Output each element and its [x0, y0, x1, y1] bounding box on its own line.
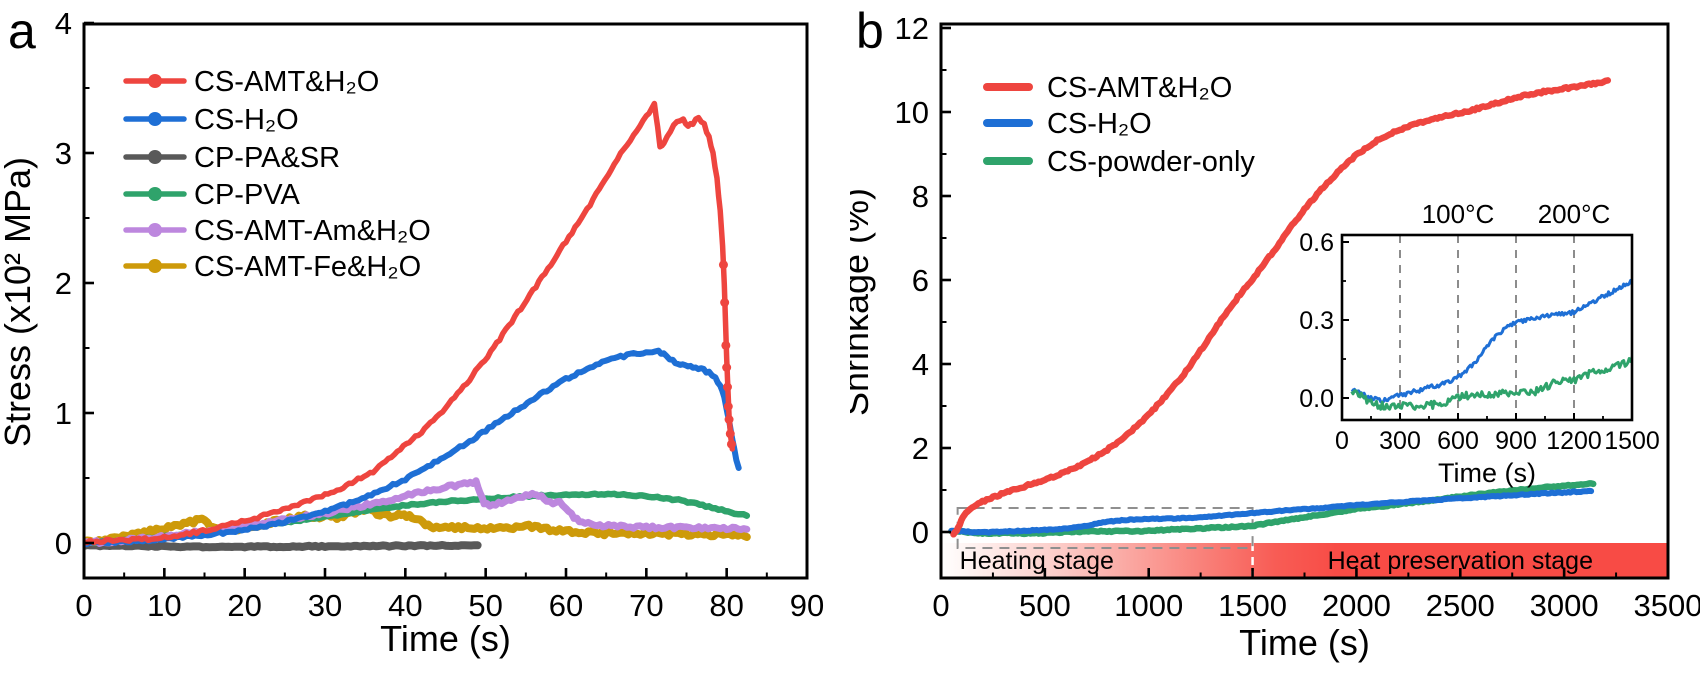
stage-bar-rect [941, 543, 1668, 577]
legend-label-cp-pva: CP-PVA [194, 179, 300, 211]
panel-a-series-group [84, 100, 751, 552]
y-tick-label: 2 [55, 266, 72, 301]
y-tick-label: 0 [912, 515, 929, 550]
x-tick-label: 40 [388, 588, 422, 623]
axis-frame [82, 22, 809, 580]
heating-stage-label: Heating stage [960, 547, 1114, 575]
panel-b-series-group [948, 77, 1612, 538]
x-tick-label: 10 [147, 588, 181, 623]
stage-bar: Heating stage Heat preservation stage [941, 543, 1668, 577]
legend-swatch-dot-cs-amt-h2o [148, 74, 162, 88]
series-marker-cs-amt-h2o [718, 260, 728, 270]
legend-label-cs-amt-fe-h2o: CS-AMT-Fe&H₂O [194, 251, 421, 283]
inset-x-tick-label: 1200 [1546, 427, 1602, 455]
series-cs-amt-fe-h2o [84, 503, 751, 547]
panel-b-legend: CS-AMT&H₂O CS-H₂O CS-powder-only [983, 72, 1255, 178]
x-tick-label: 60 [549, 588, 583, 623]
series-marker-cs-amt-h2o [722, 382, 732, 392]
series-marker-cs-amt-h2o [723, 402, 733, 411]
x-tick-label: 30 [308, 588, 342, 623]
inset-x-tick-label: 900 [1495, 427, 1537, 455]
series-cs-amt-h2o [84, 100, 736, 546]
y-tick-label: 12 [895, 11, 929, 46]
panel-a-axes: 0 10 20 30 40 50 60 70 80 90 0 1 2 3 4 [55, 6, 824, 623]
legend-label-cs-amt-h2o: CS-AMT&H₂O [194, 66, 379, 98]
inset-y-tick-label: 0.0 [1299, 385, 1334, 413]
inset-temperature-label: 200°C [1538, 199, 1611, 229]
series-marker-cs-amt-h2o [725, 429, 735, 439]
panel-a-x-axis-title: Time (s) [380, 618, 511, 659]
inset-y-tick-label: 0.3 [1299, 307, 1334, 335]
x-tick-label: 2000 [1322, 588, 1391, 623]
series-cs-amt-h2o [950, 77, 1612, 538]
legend-swatch-dot-cs-amt-fe-h2o [148, 259, 162, 273]
inset-x-tick-label: 300 [1379, 427, 1421, 455]
panel-a-chart: 0 10 20 30 40 50 60 70 80 90 0 1 2 3 4 Time (s) Stress (… [0, 3, 824, 659]
x-tick-label: 0 [932, 588, 949, 623]
inset-x-tick-label: 1500 [1604, 427, 1660, 455]
panel-b-x-axis-title: Time (s) [1239, 622, 1370, 663]
x-tick-label: 1000 [1114, 588, 1183, 623]
x-tick-label: 80 [709, 588, 743, 623]
y-tick-label: 8 [912, 179, 929, 214]
x-tick-label: 3000 [1530, 588, 1599, 623]
panel-a-legend: CS-AMT&H₂O CS-H₂O CP-PA&SR CP-PVA CS-AMT-Am&… [123, 66, 431, 283]
inset-series-cs-h2o [1350, 278, 1632, 404]
legend-label-cs-h2o: CS-H₂O [194, 104, 299, 136]
x-tick-label: 70 [629, 588, 663, 623]
x-tick-label: 1500 [1218, 588, 1287, 623]
panel-b-y-axis-title: Shrinkage (%) [850, 188, 876, 416]
x-tick-label: 2500 [1426, 588, 1495, 623]
x-tick-label: 90 [790, 588, 824, 623]
y-tick-label: 4 [55, 6, 72, 41]
y-tick-label: 4 [912, 347, 929, 382]
legend-swatch-dot-cs-h2o [148, 112, 162, 126]
legend-swatch-dot-cs-amt-am-h2o [148, 223, 162, 237]
inset-y-tick-label: 0.6 [1299, 229, 1334, 257]
x-tick-label: 0 [75, 588, 92, 623]
legend-swatch-dot-cp-pva [148, 187, 162, 201]
legend-label-cs-amt-am-h2o: CS-AMT-Am&H₂O [194, 215, 431, 247]
legend-label-cp-pa-sr: CP-PA&SR [194, 142, 340, 174]
inset-temperature-label: 100°C [1422, 199, 1495, 229]
y-tick-label: 2 [912, 431, 929, 466]
series-marker-cs-amt-h2o [721, 340, 731, 350]
inset-x-tick-label: 0 [1335, 427, 1349, 455]
series-cs-h2o [948, 487, 1595, 536]
y-tick-label: 1 [55, 396, 72, 431]
legend-label-cs-amt-h2o: CS-AMT&H₂O [1047, 72, 1232, 104]
y-tick-label: 10 [895, 95, 929, 130]
series-cp-pa-sr [84, 541, 482, 552]
x-tick-label: 3500 [1634, 588, 1700, 623]
y-tick-label: 6 [912, 263, 929, 298]
series-marker-cs-amt-h2o [726, 439, 736, 449]
legend-label-cs-powder-only: CS-powder-only [1047, 146, 1255, 178]
legend-swatch-dot-cp-pa-sr [148, 150, 162, 164]
panel-b-letter: b [856, 3, 884, 59]
y-tick-label: 0 [55, 526, 72, 561]
x-tick-label: 20 [227, 588, 261, 623]
inset-background [1342, 235, 1632, 420]
legend-label-cs-h2o: CS-H₂O [1047, 108, 1152, 140]
x-tick-label: 500 [1019, 588, 1071, 623]
panel-b-chart: Heating stage Heat preservation stage 0 500… [850, 3, 1700, 663]
inset-series-cs-powder-only [1350, 356, 1632, 411]
inset-x-tick-label: 600 [1437, 427, 1479, 455]
y-tick-label: 3 [55, 136, 72, 171]
inset-chart: 0 300 600 900 1200 1500 0.0 0.3 0.6 100°C 200°C Tim… [1299, 199, 1660, 488]
series-marker-cs-amt-h2o [720, 298, 730, 307]
x-tick-label: 50 [468, 588, 502, 623]
series-marker-cs-amt-h2o [722, 363, 732, 372]
inset-series-group [1350, 278, 1632, 411]
series-marker-cs-amt-h2o [724, 415, 734, 424]
panel-a-y-axis-title: Stress (x10² MPa) [0, 157, 38, 447]
inset-x-axis-title: Time (s) [1438, 458, 1536, 488]
panel-a-letter: a [8, 3, 36, 59]
